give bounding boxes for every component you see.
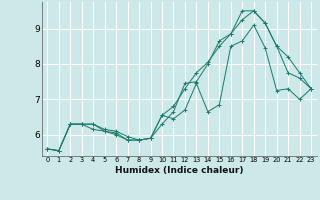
X-axis label: Humidex (Indice chaleur): Humidex (Indice chaleur) [115,166,244,175]
